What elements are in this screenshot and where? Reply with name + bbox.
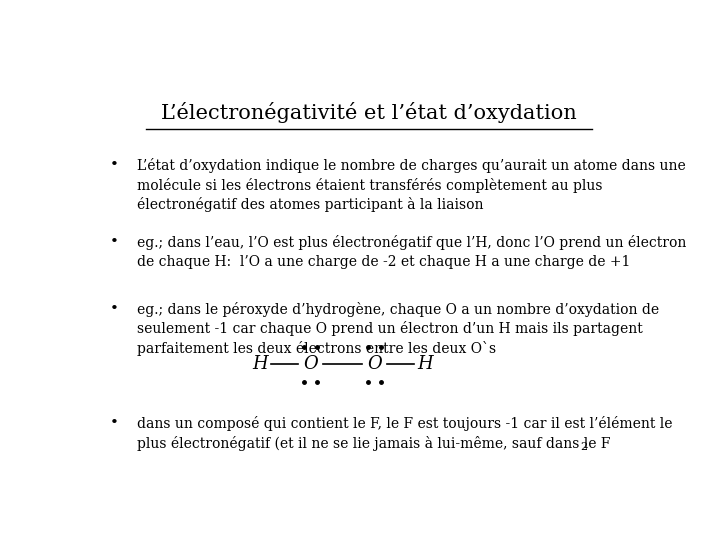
Text: électronégatif des atomes participant à la liaison: électronégatif des atomes participant à … — [138, 198, 484, 212]
Text: 2: 2 — [580, 442, 587, 453]
Text: L’électronégativité et l’état d’oxydation: L’électronégativité et l’état d’oxydatio… — [161, 102, 577, 123]
Text: H: H — [417, 355, 433, 373]
Text: de chaque H:  l’O a une charge de -2 et chaque H a une charge de +1: de chaque H: l’O a une charge de -2 et c… — [138, 255, 631, 269]
Text: •: • — [109, 158, 118, 172]
Text: plus électronégatif (et il ne se lie jamais à lui-même, sauf dans le F: plus électronégatif (et il ne se lie jam… — [138, 436, 611, 451]
Text: L’état d’oxydation indique le nombre de charges qu’aurait un atome dans une: L’état d’oxydation indique le nombre de … — [138, 158, 686, 173]
Text: O: O — [303, 355, 318, 373]
Text: parfaitement les deux électrons entre les deux O`s: parfaitement les deux électrons entre le… — [138, 341, 497, 356]
Text: O: O — [367, 355, 382, 373]
Text: •: • — [109, 416, 118, 430]
Text: H: H — [252, 355, 268, 373]
Text: •: • — [109, 302, 118, 316]
Text: eg.; dans l’eau, l’O est plus électronégatif que l’H, donc l’O prend un électron: eg.; dans l’eau, l’O est plus électronég… — [138, 235, 687, 250]
Text: seulement -1 car chaque O prend un électron d’un H mais ils partagent: seulement -1 car chaque O prend un élect… — [138, 321, 643, 336]
Text: •: • — [109, 235, 118, 249]
Text: eg.; dans le péroxyde d’hydrogène, chaque O a un nombre d’oxydation de: eg.; dans le péroxyde d’hydrogène, chaqu… — [138, 302, 660, 317]
Text: molécule si les électrons étaient transférés complètement au plus: molécule si les électrons étaient transf… — [138, 178, 603, 193]
Text: dans un composé qui contient le F, le F est toujours -1 car il est l’élément le: dans un composé qui contient le F, le F … — [138, 416, 673, 431]
